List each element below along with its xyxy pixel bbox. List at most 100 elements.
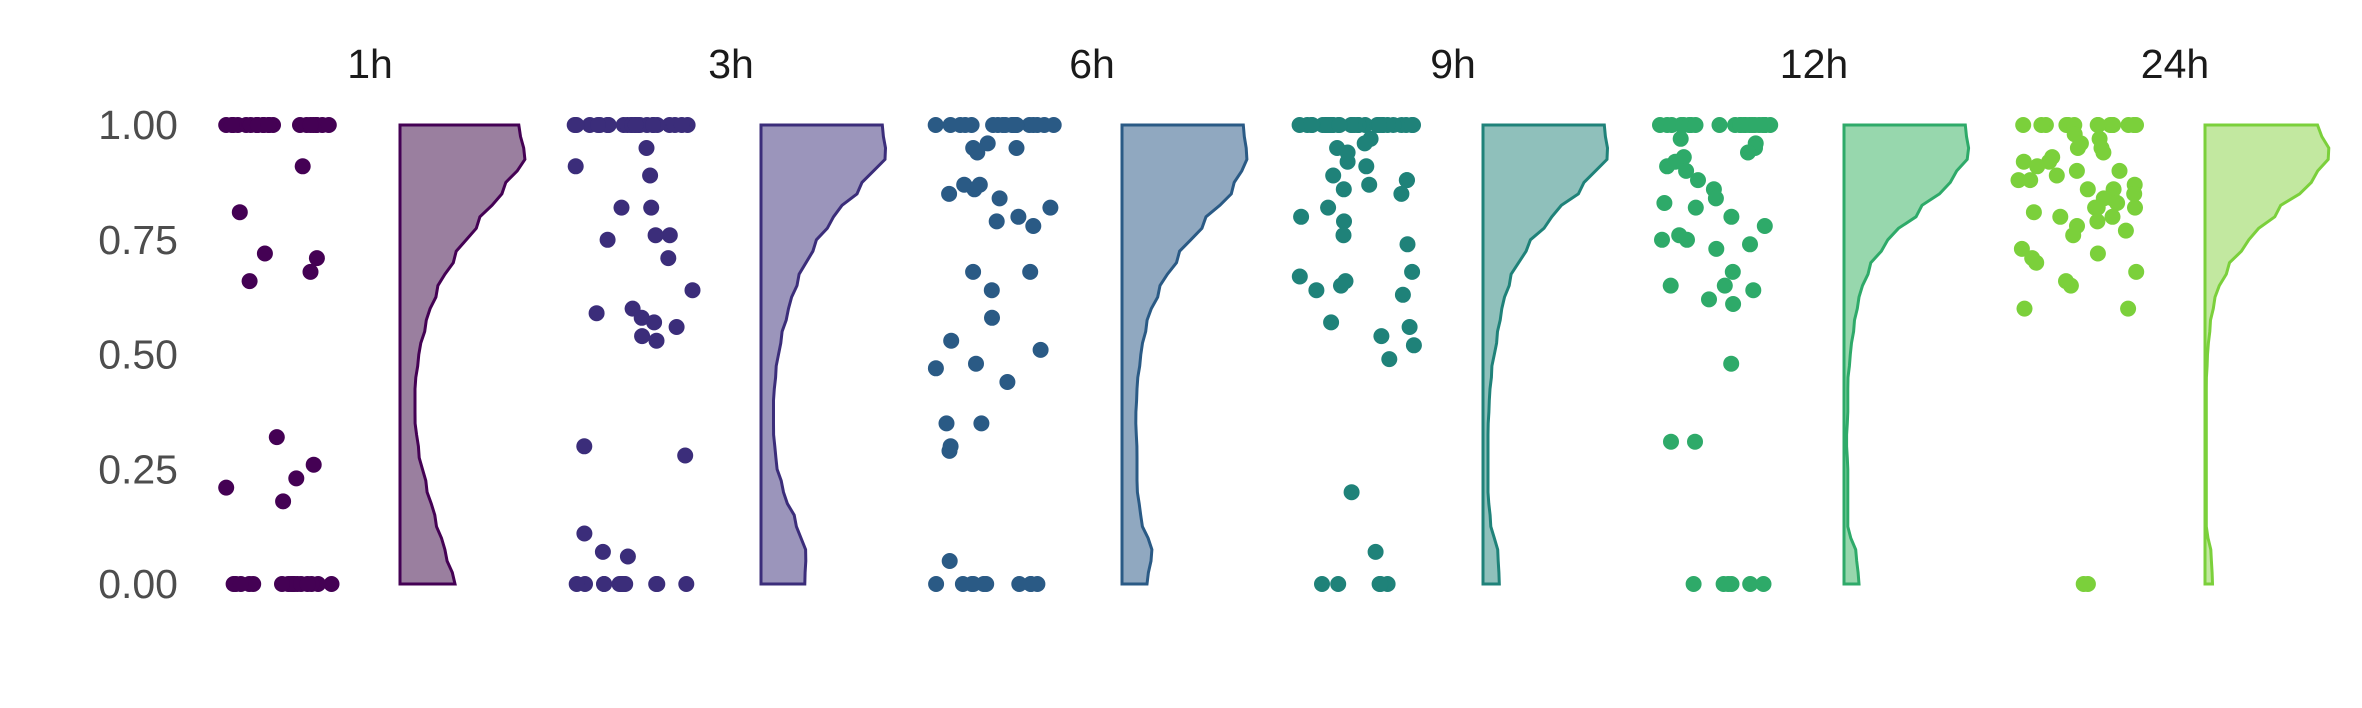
data-point [1042,199,1059,216]
data-point [661,227,678,244]
point-group [1291,117,1422,592]
data-point [1672,130,1689,147]
data-point [973,415,990,432]
data-point [1320,117,1337,133]
data-point [218,479,235,496]
data-point [1371,576,1388,592]
data-point [305,456,322,473]
data-point [1685,576,1702,592]
data-point [2069,140,2086,156]
data-point [1367,543,1384,560]
data-point [2109,195,2126,211]
data-point [1656,195,1673,211]
y-tick-label: 0.00 [98,561,178,607]
data-point [2125,117,2142,133]
data-point [1394,286,1411,303]
facet-label: 3h [708,41,754,87]
data-point [1725,296,1742,312]
data-point [2075,576,2092,592]
data-point [979,135,996,152]
data-point [2029,158,2046,175]
data-point [1291,117,1308,133]
data-point [1740,144,1756,161]
data-point [938,415,955,432]
data-point [2015,117,2032,133]
data-point [294,158,311,175]
facet-label: 9h [1430,41,1476,87]
data-point [2095,144,2112,161]
data-point [1687,199,1704,216]
data-point [1022,576,1039,592]
data-point [2079,181,2096,198]
data-point [1756,218,1773,234]
data-point [1398,172,1415,189]
data-point [2126,185,2143,202]
data-point [320,117,337,133]
data-point [1371,117,1388,133]
data-point [2128,263,2145,280]
data-point [2062,277,2079,294]
data-point [1687,117,1704,133]
point-group [566,117,701,592]
data-point [268,429,285,446]
panel-6h: 6h [927,41,1249,592]
y-tick-label: 0.75 [98,217,178,263]
data-point [991,190,1008,207]
data-point [1308,282,1325,299]
data-point [1742,236,1758,253]
data-point [599,231,616,248]
data-point [1399,236,1416,253]
data-point [231,204,248,221]
data-point [1336,213,1352,230]
data-point [969,144,986,161]
data-point [1335,227,1352,244]
data-point [1745,282,1762,299]
data-point [1303,117,1320,133]
facet-label: 12h [1780,41,1848,87]
facet-label: 6h [1069,41,1115,87]
y-tick-label: 0.25 [98,446,178,492]
data-point [642,167,659,184]
data-point [2117,222,2134,239]
data-point [966,181,983,198]
data-point [660,250,677,267]
data-point [288,470,305,487]
data-point [1708,240,1725,257]
data-point [2010,172,2027,189]
data-point [1010,208,1027,225]
point-group [2010,117,2145,592]
data-point [2028,254,2045,271]
data-point [1025,218,1042,234]
data-point [576,525,593,542]
data-point [1711,117,1728,133]
data-point [1356,135,1373,152]
data-point [2090,117,2107,133]
data-point [568,576,585,592]
data-point [941,442,958,459]
data-point [1405,337,1422,354]
data-point [1654,231,1670,248]
data-point [627,117,644,133]
data-point [245,576,262,592]
facet-label: 24h [2141,41,2209,87]
data-point [302,263,319,280]
data-point [678,576,695,592]
data-point [984,309,1000,326]
data-point [613,199,630,216]
data-point [646,314,663,331]
data-point [1742,576,1759,592]
panel-9h: 9h [1291,41,1610,592]
data-point [1663,117,1680,133]
data-point [1663,433,1679,450]
data-point [645,117,661,133]
data-point [941,553,958,569]
data-point [2016,300,2033,317]
data-point [1403,117,1420,133]
data-point [2033,117,2050,133]
data-point [1404,263,1421,280]
data-point [302,117,319,133]
data-point [2089,245,2106,262]
facet-label: 1h [347,41,393,87]
data-point [1723,355,1740,372]
data-point [1320,199,1337,216]
